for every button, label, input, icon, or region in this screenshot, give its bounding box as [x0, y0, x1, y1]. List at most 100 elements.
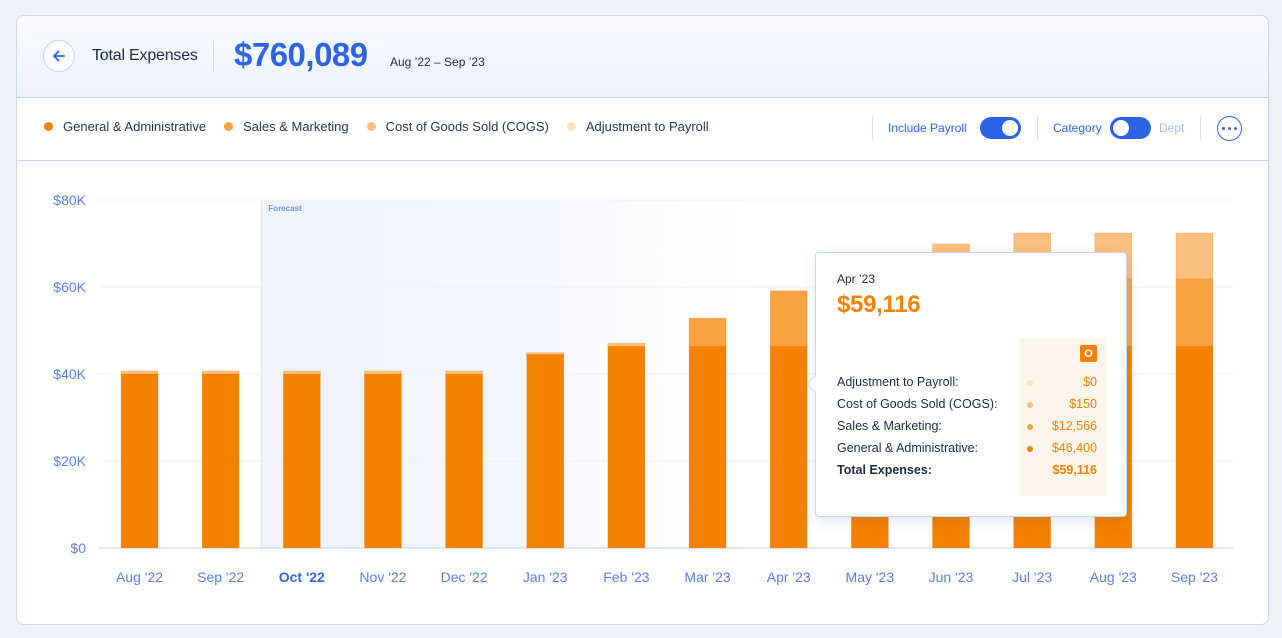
tooltip-row-general-admin: General & Administrative: $46,400 [837, 441, 1097, 459]
tooltip-month: Apr ’23 [837, 272, 876, 286]
tooltip-row-dot [1027, 424, 1033, 430]
tooltip-badge: O [1080, 345, 1097, 362]
bar-segment [120, 373, 159, 549]
arrow-left-icon [53, 50, 65, 62]
bar-segment [120, 370, 159, 375]
toolbar-divider [1037, 115, 1038, 141]
legend-item-adjustment-payroll[interactable]: Adjustment to Payroll [566, 119, 709, 134]
bar-segment [201, 370, 240, 375]
x-tick-label: Dec '22 [441, 569, 488, 585]
header-divider [213, 40, 214, 72]
legend-dot [224, 122, 234, 131]
tooltip-row-adjustment-payroll: Adjustment to Payroll: $0 [837, 375, 1097, 393]
category-label: Category [1053, 121, 1102, 135]
x-tick-label: Nov '22 [359, 569, 406, 585]
chart-toolbar: General & Administrative Sales & Marketi… [17, 99, 1268, 161]
tooltip-row-value: $0 [1083, 375, 1097, 389]
bar-segment [1175, 345, 1214, 549]
tooltip-row-dot [1027, 446, 1033, 452]
bar-segment [445, 370, 483, 375]
bar-segment [201, 373, 240, 549]
bar-segment [364, 370, 402, 375]
bar-segment [769, 345, 808, 549]
x-tick-label: Oct '22 [279, 569, 325, 585]
legend-item-general-admin[interactable]: General & Administrative [44, 119, 206, 134]
x-tick-label: Sep '22 [197, 569, 244, 585]
bar-segment [607, 345, 646, 549]
tooltip-total-amount: $59,116 [837, 291, 921, 318]
x-tick-label: Apr '23 [767, 569, 811, 585]
tooltip-row-value: $12,566 [1051, 419, 1097, 433]
bar-segment [607, 342, 646, 347]
page-title: Total Expenses [92, 47, 198, 64]
category-dept-toggle[interactable] [1110, 117, 1151, 139]
x-tick-label: Sep '23 [1171, 569, 1218, 585]
tooltip-row-dot [1027, 402, 1033, 408]
toolbar-divider [872, 115, 873, 141]
toolbar-divider [1200, 115, 1201, 141]
x-tick-label: Jan '23 [523, 569, 568, 585]
card-header: Total Expenses $760,089 Aug ’22 – Sep ’2… [17, 16, 1268, 98]
bar-segment [688, 317, 727, 320]
x-tick-label: Aug '22 [116, 569, 163, 585]
include-payroll-toggle[interactable] [980, 117, 1021, 139]
legend-label: Cost of Goods Sold (COGS) [385, 119, 549, 134]
legend-label: General & Administrative [63, 119, 207, 134]
dept-label: Dept [1159, 121, 1185, 135]
tooltip-row-label: Sales & Marketing: [837, 419, 942, 433]
x-tick-label: Mar '23 [684, 569, 730, 585]
include-payroll-label: Include Payroll [888, 121, 967, 135]
bar-segment [364, 373, 402, 549]
legend-label: Sales & Marketing [243, 119, 349, 134]
bar-segment [688, 345, 727, 549]
forecast-label: Forecast [268, 204, 302, 213]
y-tick-label: $80K [53, 192, 86, 208]
total-amount: $760,089 [234, 36, 368, 73]
tooltip-row-sales-marketing: Sales & Marketing: $12,566 [837, 419, 1097, 437]
legend-item-sales-marketing[interactable]: Sales & Marketing [224, 119, 349, 134]
bar-segment [282, 373, 321, 549]
bar-segment [526, 352, 565, 355]
back-button[interactable] [43, 40, 75, 72]
legend-dot [366, 122, 376, 131]
expenses-card: Total Expenses $760,089 Aug ’22 – Sep ’2… [16, 15, 1269, 625]
tooltip-row-value: $150 [1069, 397, 1097, 411]
tooltip-row-label: Adjustment to Payroll: [837, 375, 959, 389]
bar-segment [445, 373, 483, 549]
tooltip-total-label: Total Expenses: [837, 463, 932, 477]
x-tick-label: Jun '23 [929, 569, 974, 585]
legend: General & Administrative Sales & Marketi… [44, 119, 727, 134]
x-tick-label: Jul '23 [1012, 569, 1052, 585]
y-tick-label: $20K [53, 453, 86, 469]
tooltip-row-total: Total Expenses: $59,116 [837, 463, 1097, 481]
more-options-button[interactable] [1217, 116, 1242, 141]
toggle-knob [1002, 120, 1018, 136]
y-tick-label: $60K [53, 279, 86, 295]
bar-segment [769, 290, 808, 292]
tooltip-row-value: $46,400 [1051, 441, 1097, 455]
legend-label: Adjustment to Payroll [585, 119, 709, 134]
y-tick-label: $40K [53, 366, 86, 382]
bar-segment [1175, 278, 1214, 347]
tooltip-row-label: General & Administrative: [837, 441, 979, 455]
x-tick-label: May '23 [846, 569, 895, 585]
bar-segment [526, 354, 565, 549]
more-dots-icon [1222, 127, 1225, 130]
y-tick-label: $0 [70, 540, 86, 556]
tooltip-value-column [1019, 338, 1107, 496]
bar-segment [1175, 232, 1214, 280]
bar-segment [769, 291, 808, 347]
date-range: Aug ’22 – Sep ’23 [390, 55, 485, 69]
chart-tooltip: Apr ’23 $59,116 O Adjustment to Payroll:… [806, 252, 1127, 517]
x-tick-label: Feb '23 [603, 569, 649, 585]
x-tick-label: Aug '23 [1090, 569, 1137, 585]
tooltip-row-dot [1027, 380, 1033, 386]
legend-dot [566, 122, 576, 131]
bar-segment [282, 370, 321, 375]
bar-segment [688, 318, 727, 347]
tooltip-row-label: Cost of Goods Sold (COGS): [837, 397, 998, 411]
toggle-knob [1113, 120, 1129, 136]
legend-dot [44, 122, 53, 131]
legend-item-cogs[interactable]: Cost of Goods Sold (COGS) [366, 119, 549, 134]
tooltip-row-cogs: Cost of Goods Sold (COGS): $150 [837, 397, 1097, 415]
